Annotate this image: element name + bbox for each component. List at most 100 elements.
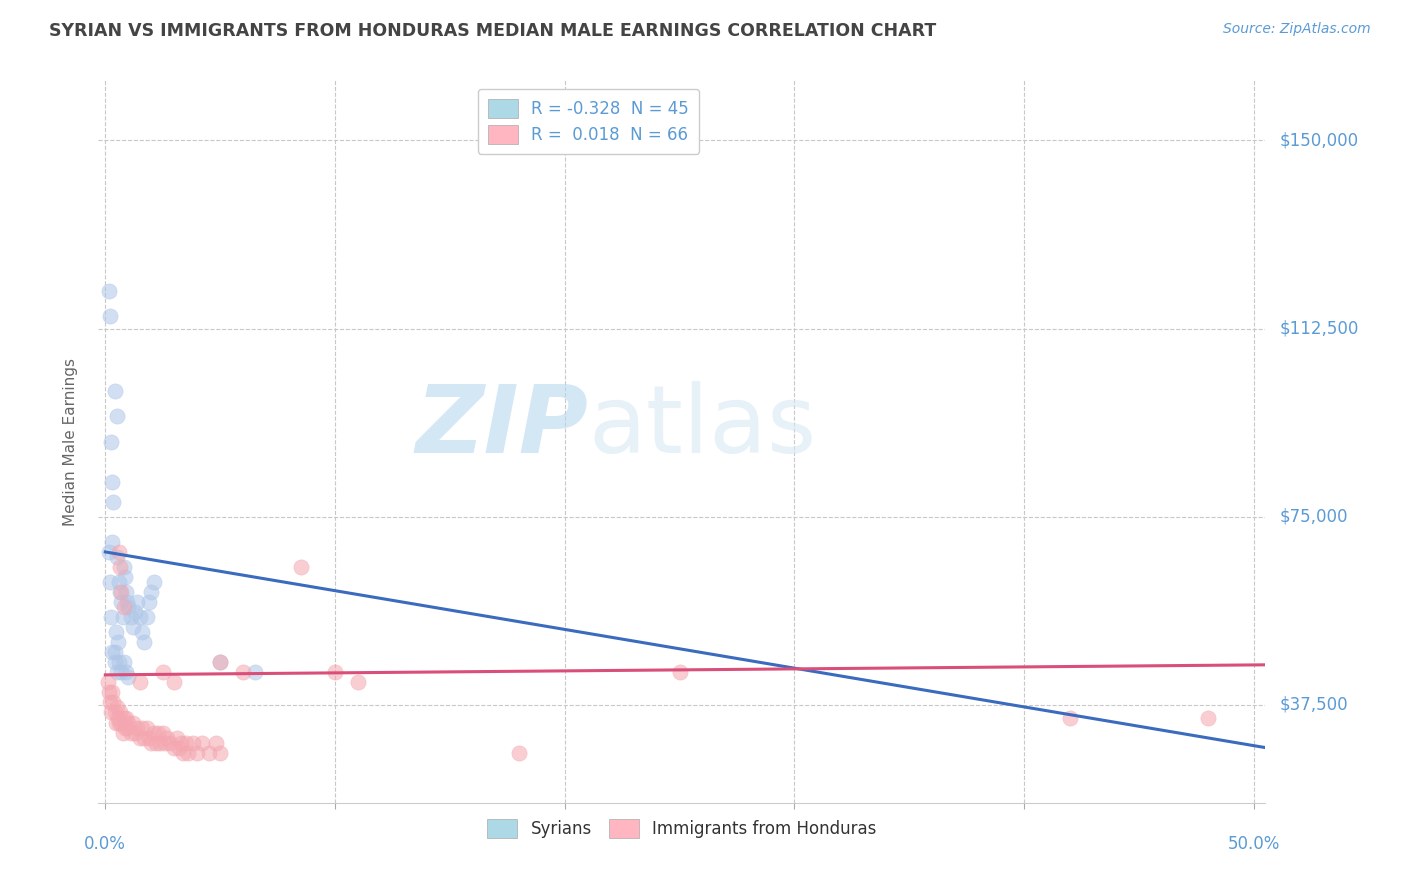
Legend: Syrians, Immigrants from Honduras: Syrians, Immigrants from Honduras: [481, 813, 883, 845]
Point: [98, 574, 121, 589]
Point: [117, 600, 139, 615]
Point: [110, 665, 132, 680]
Point: [105, 700, 128, 714]
Point: [108, 545, 131, 559]
Point: [120, 610, 142, 624]
Point: [117, 715, 139, 730]
Point: [98, 309, 121, 323]
Point: [97, 545, 120, 559]
Point: [145, 735, 167, 749]
Point: [98, 696, 121, 710]
Point: [122, 620, 145, 634]
Point: [181, 735, 204, 749]
Point: [142, 725, 165, 739]
Point: [177, 746, 200, 760]
Point: [101, 534, 124, 549]
Point: [128, 675, 150, 690]
Point: [103, 384, 125, 399]
Point: [107, 710, 129, 724]
Point: [110, 585, 132, 599]
Point: [1197, 710, 1219, 724]
Point: [112, 600, 135, 615]
Point: [209, 655, 232, 669]
Point: [347, 675, 370, 690]
Point: [101, 475, 124, 489]
Point: [110, 715, 132, 730]
Point: [108, 574, 131, 589]
Point: [131, 625, 153, 640]
Point: [110, 706, 132, 720]
Point: [107, 635, 129, 649]
Point: [323, 665, 346, 680]
Point: [110, 595, 132, 609]
Point: [135, 610, 157, 624]
Point: [152, 725, 174, 739]
Point: [117, 670, 139, 684]
Point: [114, 721, 136, 735]
Point: [167, 740, 190, 755]
Point: [111, 725, 134, 739]
Point: [115, 665, 138, 680]
Point: [172, 746, 194, 760]
Point: [104, 715, 127, 730]
Point: [115, 585, 138, 599]
Point: [110, 585, 132, 599]
Point: [128, 731, 150, 745]
Point: [138, 595, 160, 609]
Point: [138, 731, 160, 745]
Point: [127, 721, 149, 735]
Point: [146, 725, 169, 739]
Point: [105, 409, 128, 424]
Text: Source: ZipAtlas.com: Source: ZipAtlas.com: [1223, 22, 1371, 37]
Point: [204, 735, 226, 749]
Text: $150,000: $150,000: [1279, 131, 1358, 150]
Point: [135, 721, 157, 735]
Point: [114, 570, 136, 584]
Point: [243, 665, 266, 680]
Point: [112, 560, 135, 574]
Point: [103, 696, 125, 710]
Point: [153, 735, 176, 749]
Point: [124, 725, 146, 739]
Point: [101, 645, 124, 659]
Point: [232, 665, 254, 680]
Point: [104, 625, 127, 640]
Point: [122, 715, 145, 730]
Text: $37,500: $37,500: [1279, 696, 1348, 714]
Point: [508, 746, 530, 760]
Point: [149, 735, 172, 749]
Point: [141, 735, 163, 749]
Point: [163, 740, 186, 755]
Point: [142, 574, 165, 589]
Y-axis label: Median Male Earnings: Median Male Earnings: [63, 358, 77, 525]
Point: [101, 685, 124, 699]
Point: [105, 665, 128, 680]
Point: [103, 706, 125, 720]
Point: [186, 746, 208, 760]
Point: [108, 715, 131, 730]
Text: atlas: atlas: [589, 381, 817, 473]
Text: ZIP: ZIP: [416, 381, 589, 473]
Point: [115, 710, 138, 724]
Point: [128, 610, 150, 624]
Point: [97, 284, 120, 298]
Text: $112,500: $112,500: [1279, 319, 1358, 338]
Point: [103, 645, 125, 659]
Text: 0.0%: 0.0%: [84, 835, 127, 854]
Point: [191, 735, 214, 749]
Point: [115, 595, 138, 609]
Point: [209, 655, 232, 669]
Point: [105, 549, 128, 564]
Point: [120, 725, 142, 739]
Point: [668, 665, 690, 680]
Point: [174, 735, 197, 749]
Point: [156, 731, 179, 745]
Point: [112, 655, 135, 669]
Point: [159, 735, 181, 749]
Point: [112, 710, 135, 724]
Point: [134, 731, 156, 745]
Point: [163, 675, 186, 690]
Point: [152, 665, 174, 680]
Point: [103, 494, 125, 508]
Point: [127, 595, 149, 609]
